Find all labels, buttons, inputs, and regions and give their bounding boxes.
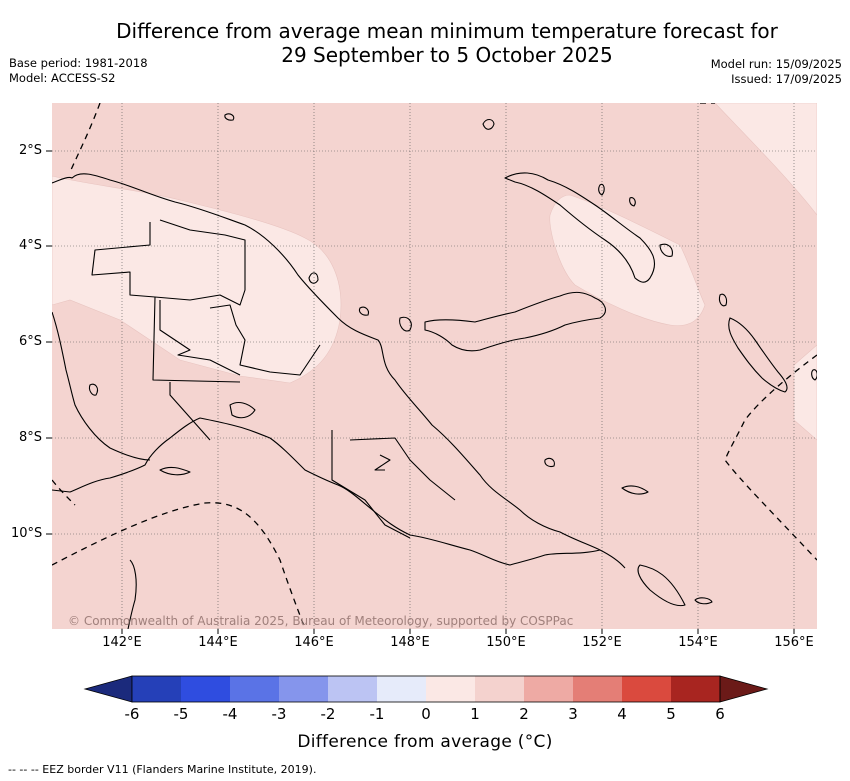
colorbar-tick-label: 3 [568, 705, 578, 723]
colorbar-segment [181, 676, 231, 702]
lon-label-146e: 146°E [294, 635, 334, 650]
colorbar-segment [573, 676, 623, 702]
model-run: Model run: 15/09/2025 [710, 57, 842, 71]
colorbar-segment [475, 676, 525, 702]
colorbar-tick-label: -2 [320, 705, 336, 723]
colorbar-tick-label: 1 [470, 705, 480, 723]
coastlines [52, 113, 817, 629]
colorbar-tick-label: 6 [715, 705, 725, 723]
colorbar-frame [131, 675, 721, 703]
meta-left: Base period: 1981-2018 Model: ACCESS-S2 [9, 56, 148, 86]
axis-ticks [46, 150, 795, 634]
lat-label-2s: 2°S [19, 143, 43, 158]
eez-borders [52, 103, 817, 629]
title-line-1: Difference from average mean minimum tem… [116, 19, 778, 43]
colorbar-title: Difference from average (°C) [297, 732, 553, 752]
lon-label-154e: 154°E [678, 635, 718, 650]
eez-legend: -- -- -- EEZ border V11 (Flanders Marine… [8, 763, 317, 776]
lon-label-148e: 148°E [390, 635, 430, 650]
lat-label-10s: 10°S [11, 526, 43, 541]
colorbar-tick-label: -6 [124, 705, 140, 723]
chart-title: Difference from average mean minimum tem… [0, 19, 850, 67]
lon-label-142e: 142°E [102, 635, 142, 650]
colorbar-tick-label: -3 [271, 705, 287, 723]
issued-date: Issued: 17/09/2025 [731, 72, 842, 86]
lon-label-150e: 150°E [486, 635, 526, 650]
colorbar-segment [279, 676, 329, 702]
anomaly-field [52, 103, 817, 629]
lon-label-152e: 152°E [582, 635, 622, 650]
meta-right: Model run: 15/09/2025 Issued: 17/09/2025 [711, 57, 842, 87]
lon-label-144e: 144°E [198, 635, 238, 650]
colorbar-segment [132, 676, 182, 702]
colorbar-tick-label: 0 [421, 705, 431, 723]
colorbar-tick-label: 4 [617, 705, 627, 723]
model-name: Model: ACCESS-S2 [9, 71, 116, 85]
title-line-2: 29 September to 5 October 2025 [281, 43, 613, 67]
lat-label-8s: 8°S [19, 430, 43, 445]
colorbar-segment [524, 676, 574, 702]
colorbar-segment [671, 676, 721, 702]
map-credit: © Commonwealth of Australia 2025, Bureau… [68, 614, 574, 628]
lat-label-6s: 6°S [19, 334, 43, 349]
colorbar-tick-label: -5 [173, 705, 189, 723]
colorbar-segment [622, 676, 672, 702]
graticule [52, 103, 817, 629]
colorbar-extend-low [83, 675, 133, 703]
base-period: Base period: 1981-2018 [9, 56, 148, 70]
colorbar-extend-high [719, 675, 769, 703]
lon-label-156e: 156°E [774, 635, 814, 650]
lat-label-4s: 4°S [19, 238, 43, 253]
colorbar [83, 675, 769, 703]
colorbar-segment [377, 676, 427, 702]
colorbar-segment [426, 676, 476, 702]
colorbar-tick-label: -4 [222, 705, 238, 723]
colorbar-tick-label: 2 [519, 705, 529, 723]
colorbar-tick-label: 5 [666, 705, 676, 723]
anomaly-region-northeast [714, 103, 817, 216]
colorbar-segment [328, 676, 378, 702]
colorbar-tick-label: -1 [369, 705, 385, 723]
colorbar-segment [230, 676, 280, 702]
